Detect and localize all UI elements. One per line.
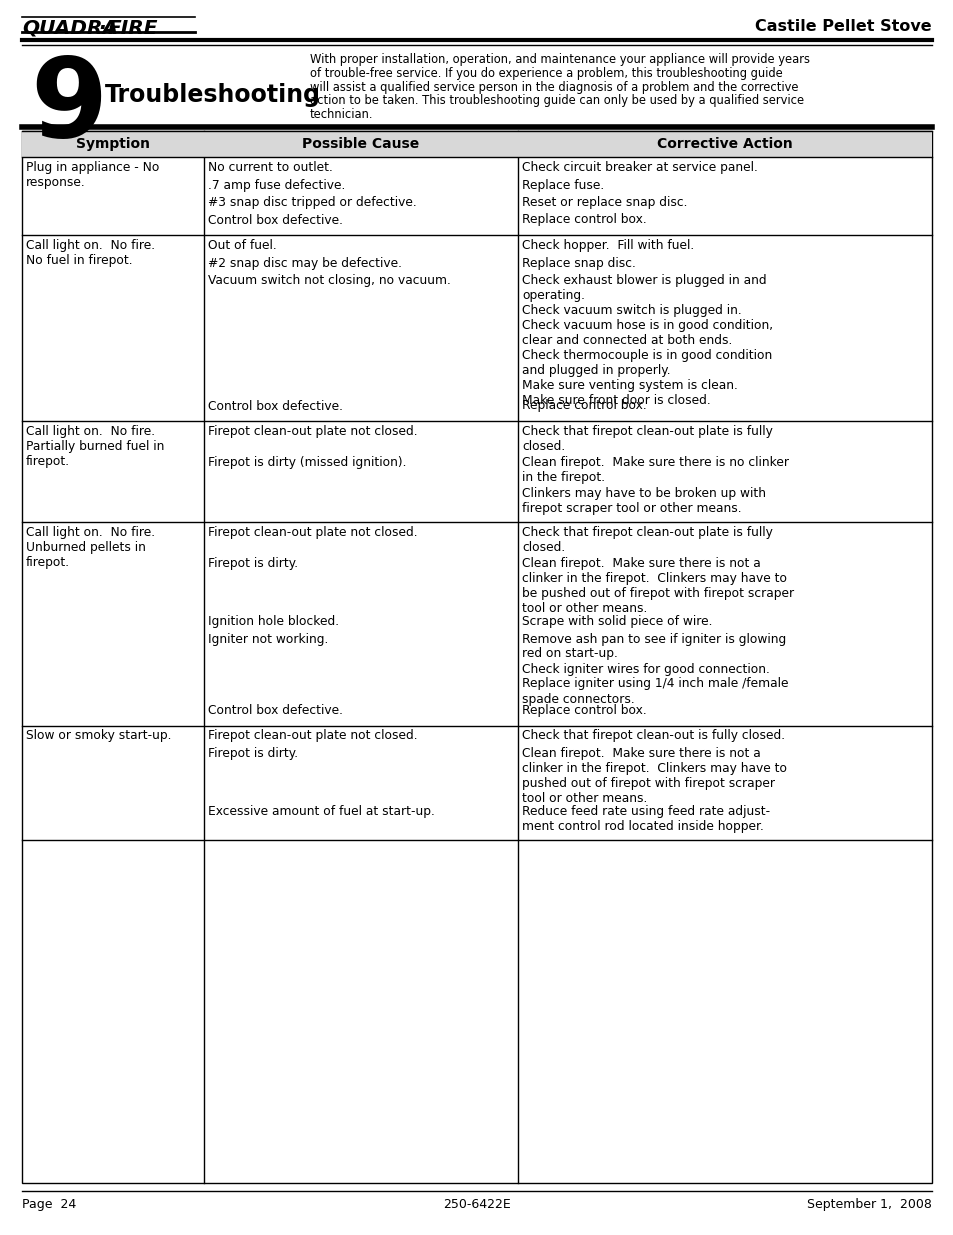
- Text: Out of fuel.: Out of fuel.: [208, 240, 276, 252]
- Text: Slow or smoky start-up.: Slow or smoky start-up.: [26, 730, 172, 742]
- Text: Replace fuse.: Replace fuse.: [521, 179, 603, 191]
- Text: 9: 9: [30, 53, 107, 161]
- Text: technician.: technician.: [310, 109, 374, 121]
- Text: action to be taken. This troubleshooting guide can only be used by a qualified s: action to be taken. This troubleshooting…: [310, 94, 803, 107]
- Text: Ignition hole blocked.: Ignition hole blocked.: [208, 615, 338, 629]
- Text: Vacuum switch not closing, no vacuum.: Vacuum switch not closing, no vacuum.: [208, 274, 451, 287]
- Text: Replace control box.: Replace control box.: [521, 214, 646, 226]
- Text: Plug in appliance - No
response.: Plug in appliance - No response.: [26, 161, 159, 189]
- Text: QUADRA: QUADRA: [22, 19, 118, 38]
- Text: 250-6422E: 250-6422E: [442, 1198, 511, 1212]
- Text: Call light on.  No fire.
No fuel in firepot.: Call light on. No fire. No fuel in firep…: [26, 240, 155, 267]
- Text: Igniter not working.: Igniter not working.: [208, 632, 328, 646]
- Text: With proper installation, operation, and maintenance your appliance will provide: With proper installation, operation, and…: [310, 53, 809, 65]
- Text: Firepot is dirty.: Firepot is dirty.: [208, 747, 297, 760]
- Text: Check hopper.  Fill with fuel.: Check hopper. Fill with fuel.: [521, 240, 694, 252]
- Text: will assist a qualified service person in the diagnosis of a problem and the cor: will assist a qualified service person i…: [310, 80, 798, 94]
- Text: Clean firepot.  Make sure there is not a
clinker in the firepot.  Clinkers may h: Clean firepot. Make sure there is not a …: [521, 557, 793, 615]
- Text: Castile Pellet Stove: Castile Pellet Stove: [755, 19, 931, 35]
- Text: Control box defective.: Control box defective.: [208, 399, 343, 412]
- Text: Corrective Action: Corrective Action: [657, 137, 792, 151]
- Text: Symption: Symption: [76, 137, 150, 151]
- Text: Control box defective.: Control box defective.: [208, 214, 343, 226]
- Text: Firepot is dirty.: Firepot is dirty.: [208, 557, 297, 571]
- Text: #3 snap disc tripped or defective.: #3 snap disc tripped or defective.: [208, 196, 416, 209]
- Text: Clinkers may have to be broken up with
firepot scraper tool or other means.: Clinkers may have to be broken up with f…: [521, 487, 765, 515]
- Text: Replace control box.: Replace control box.: [521, 399, 646, 412]
- Text: Check that firepot clean-out plate is fully
closed.: Check that firepot clean-out plate is fu…: [521, 526, 772, 555]
- Text: Reset or replace snap disc.: Reset or replace snap disc.: [521, 196, 687, 209]
- Text: September 1,  2008: September 1, 2008: [806, 1198, 931, 1212]
- Text: Check that firepot clean-out plate is fully
closed.: Check that firepot clean-out plate is fu…: [521, 425, 772, 453]
- Text: Scrape with solid piece of wire.: Scrape with solid piece of wire.: [521, 615, 712, 629]
- Text: .7 amp fuse defective.: .7 amp fuse defective.: [208, 179, 345, 191]
- Text: ·: ·: [98, 19, 106, 38]
- Text: Firepot clean-out plate not closed.: Firepot clean-out plate not closed.: [208, 730, 417, 742]
- Text: Firepot clean-out plate not closed.: Firepot clean-out plate not closed.: [208, 425, 417, 438]
- Text: Check exhaust blower is plugged in and
operating.
Check vacuum switch is plugged: Check exhaust blower is plugged in and o…: [521, 274, 772, 408]
- Text: Check circuit breaker at service panel.: Check circuit breaker at service panel.: [521, 161, 757, 174]
- Text: of trouble-free service. If you do experience a problem, this troubleshooting gu: of trouble-free service. If you do exper…: [310, 67, 781, 80]
- Text: Excessive amount of fuel at start-up.: Excessive amount of fuel at start-up.: [208, 805, 435, 818]
- Text: No current to outlet.: No current to outlet.: [208, 161, 333, 174]
- Text: Possible Cause: Possible Cause: [302, 137, 419, 151]
- Text: Firepot clean-out plate not closed.: Firepot clean-out plate not closed.: [208, 526, 417, 538]
- Text: Replace control box.: Replace control box.: [521, 704, 646, 718]
- Bar: [22, 131, 931, 157]
- Text: FIRE: FIRE: [108, 19, 158, 38]
- Bar: [22, 131, 931, 1183]
- Text: Troubleshooting: Troubleshooting: [105, 83, 320, 107]
- Text: Firepot is dirty (missed ignition).: Firepot is dirty (missed ignition).: [208, 456, 406, 469]
- Text: Clean firepot.  Make sure there is not a
clinker in the firepot.  Clinkers may h: Clean firepot. Make sure there is not a …: [521, 747, 786, 805]
- Text: Call light on.  No fire.
Partially burned fuel in
firepot.: Call light on. No fire. Partially burned…: [26, 425, 164, 468]
- Text: #2 snap disc may be defective.: #2 snap disc may be defective.: [208, 257, 401, 269]
- Text: Remove ash pan to see if igniter is glowing
red on start-up.
Check igniter wires: Remove ash pan to see if igniter is glow…: [521, 632, 787, 705]
- Text: Clean firepot.  Make sure there is no clinker
in the firepot.: Clean firepot. Make sure there is no cli…: [521, 456, 788, 484]
- Text: Control box defective.: Control box defective.: [208, 704, 343, 718]
- Text: Page  24: Page 24: [22, 1198, 76, 1212]
- Text: Replace snap disc.: Replace snap disc.: [521, 257, 635, 269]
- Text: Call light on.  No fire.
Unburned pellets in
firepot.: Call light on. No fire. Unburned pellets…: [26, 526, 155, 569]
- Text: Reduce feed rate using feed rate adjust-
ment control rod located inside hopper.: Reduce feed rate using feed rate adjust-…: [521, 805, 769, 832]
- Text: Check that firepot clean-out is fully closed.: Check that firepot clean-out is fully cl…: [521, 730, 784, 742]
